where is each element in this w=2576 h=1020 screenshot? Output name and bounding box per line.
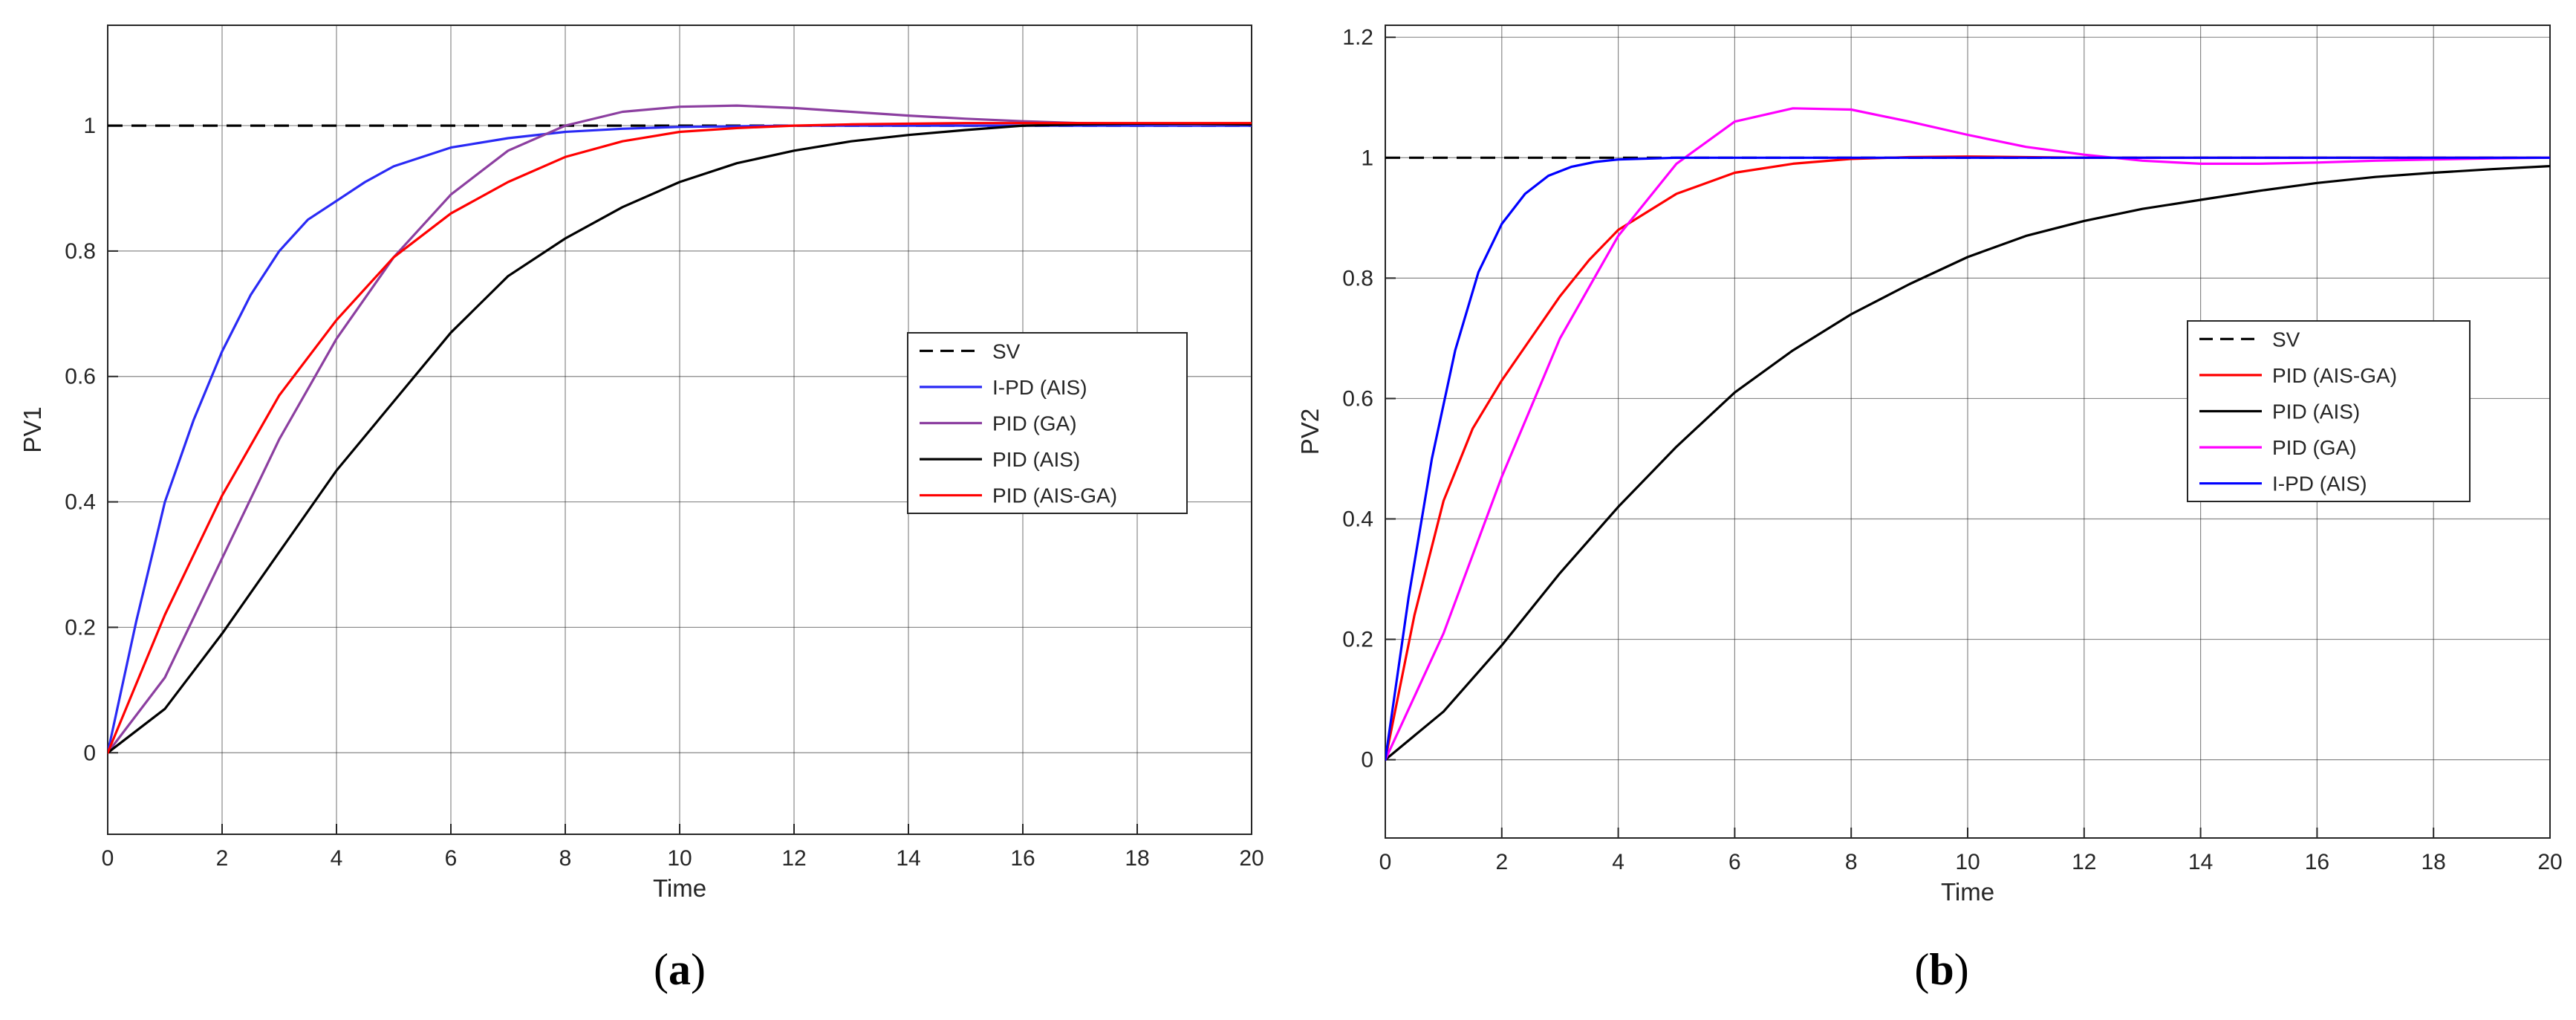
x-tick-label: 10: [1955, 850, 1980, 874]
series-line-i-pd-ais: [1385, 156, 2550, 761]
panel-label: (a): [654, 945, 706, 994]
x-tick-label: 20: [2537, 850, 2562, 874]
y-tick-label: 0: [1361, 748, 1373, 773]
chart-panel-a: 0 2 4 6 8 10 12 14 16 18 20 0 0.2 0.4 0.6 0.8 1 Time PV1 SV…: [19, 25, 1264, 994]
y-tick-label: 0.8: [65, 239, 96, 264]
panel-label-close: ): [1954, 945, 1969, 994]
series-group: [108, 104, 1252, 754]
y-tick-label: 0.6: [65, 365, 96, 389]
x-tick-label: 18: [2421, 850, 2446, 874]
y-tick-label: 0.2: [1342, 628, 1373, 652]
legend-label: PID (AIS-GA): [992, 484, 1117, 507]
panel-label-letter: b: [1929, 945, 1954, 994]
legend-label: SV: [992, 340, 1021, 363]
legend: SV PID (AIS-GA) PID (AIS) PID (GA) I-PD (AIS…: [2187, 320, 2471, 502]
x-tick-label: 2: [216, 846, 229, 871]
x-tick-label: 16: [2305, 850, 2329, 874]
y-tick-label: 0.2: [65, 615, 96, 640]
legend-label: PID (AIS-GA): [2272, 364, 2397, 387]
legend-label: PID (GA): [992, 412, 1077, 435]
x-tick-label: 2: [1495, 850, 1508, 874]
legend-label: PID (AIS): [992, 448, 1080, 471]
y-tick-label: 1: [83, 114, 96, 138]
panel-label-close: ): [691, 945, 706, 994]
legend: SV I-PD (AIS) PID (GA) PID (AIS) PID (AIS-GA…: [907, 332, 1188, 514]
panel-label-letter: a: [669, 945, 691, 994]
x-tick-label: 0: [1379, 850, 1392, 874]
x-tick-label: 8: [1845, 850, 1858, 874]
legend-label: PID (GA): [2272, 436, 2357, 459]
legend-label: PID (AIS): [2272, 400, 2360, 423]
y-axis-label: PV2: [1296, 409, 1324, 455]
y-tick-label: 1: [1361, 146, 1373, 170]
x-axis-label: Time: [1941, 878, 1994, 906]
legend-label: SV: [2272, 328, 2300, 351]
series-line-pid-ais: [1385, 165, 2550, 761]
panel-label-open: (: [1914, 945, 1929, 994]
x-tick-label: 20: [1239, 846, 1263, 871]
panel-label: (b): [1914, 945, 1968, 994]
x-tick-label: 12: [2072, 850, 2096, 874]
y-tick-label: 0.6: [1342, 386, 1373, 411]
x-tick-label: 14: [896, 846, 920, 871]
x-tick-label: 6: [445, 846, 458, 871]
panel-label-open: (: [654, 945, 669, 994]
x-tick-label: 16: [1010, 846, 1035, 871]
y-tick-label: 0.4: [1342, 507, 1373, 532]
series-line-pid-ais: [108, 122, 1252, 754]
y-axis-label: PV1: [19, 406, 46, 452]
y-tick-label: 0: [83, 741, 96, 765]
series-group: [1385, 107, 2550, 761]
x-tick-label: 12: [781, 846, 806, 871]
series-line-pid-ais-ga: [108, 122, 1252, 754]
x-tick-label: 4: [331, 846, 343, 871]
x-tick-label: 14: [2188, 850, 2213, 874]
y-tick-label: 1.2: [1342, 25, 1373, 50]
series-line-i-pd-ais: [108, 124, 1252, 754]
x-tick-label: 10: [667, 846, 692, 871]
x-axis-label: Time: [653, 874, 706, 902]
legend-label: I-PD (AIS): [2272, 472, 2367, 496]
y-tick-label: 0.8: [1342, 266, 1373, 290]
x-tick-label: 4: [1612, 850, 1624, 874]
y-tick-label: 0.4: [65, 490, 96, 515]
x-tick-label: 0: [102, 846, 114, 871]
chart-panel-b: 0 2 4 6 8 10 12 14 16 18 20 0 0.2 0.4 0.6 0.8 1 1.2 Time PV…: [1296, 25, 2563, 994]
x-tick-label: 18: [1125, 846, 1149, 871]
x-tick-label: 8: [559, 846, 572, 871]
series-line-pid-ga: [1385, 107, 2550, 761]
x-tick-label: 6: [1728, 850, 1741, 874]
legend-label: I-PD (AIS): [992, 376, 1087, 399]
